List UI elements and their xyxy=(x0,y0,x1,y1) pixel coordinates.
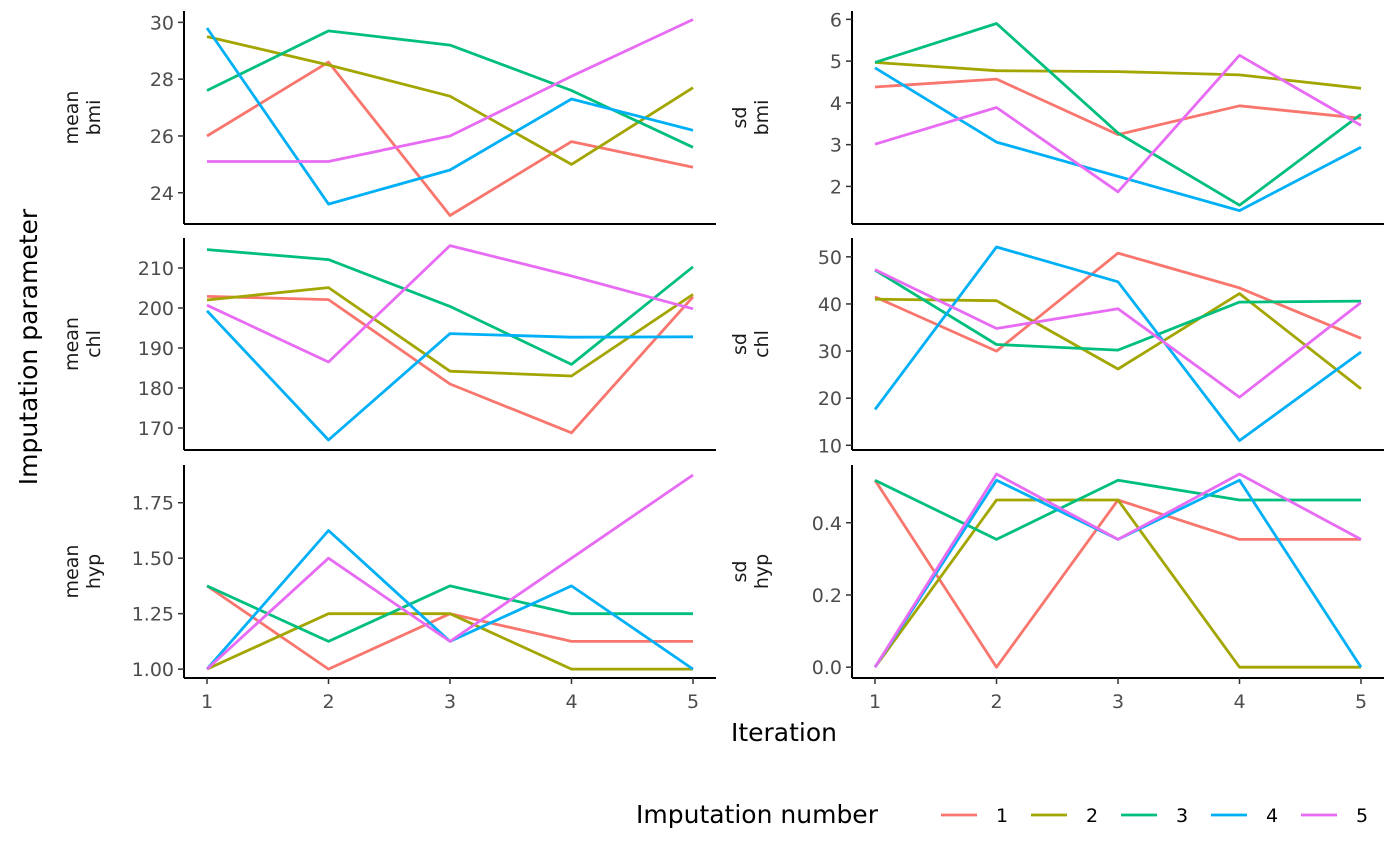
series-line-2 xyxy=(206,286,694,378)
x-tick-label: 1 xyxy=(201,691,213,713)
facet-label-variable: hyp xyxy=(751,554,773,589)
series-line-4 xyxy=(205,309,694,442)
facet-label-stat: sd xyxy=(729,561,751,583)
y-tick-label: 6 xyxy=(830,9,842,31)
y-tick-label: 30 xyxy=(150,12,174,34)
facet-label-stat: sd xyxy=(729,333,751,355)
y-tick-label: 1.75 xyxy=(132,493,174,515)
y-tick-label: 190 xyxy=(138,338,174,360)
y-tick-label: 2 xyxy=(830,176,842,198)
series-line-1 xyxy=(874,77,1362,137)
y-tick-label: 210 xyxy=(138,258,174,280)
legend-label-5: 5 xyxy=(1356,805,1368,827)
series-line-1 xyxy=(873,479,1361,669)
legend-item-3: 3 xyxy=(1121,805,1188,827)
series-line-5 xyxy=(873,472,1362,668)
x-tick-label: 5 xyxy=(1355,691,1367,713)
series-line-3 xyxy=(874,478,1361,541)
panel-sd-chl: 10 20 30 40 50 sd chl xyxy=(729,238,1384,457)
series-line-3 xyxy=(874,22,1362,207)
x-tick-label: 3 xyxy=(444,691,456,713)
panel-mean-bmi: 24 26 28 30 mean bmi xyxy=(61,11,716,225)
legend-item-4: 4 xyxy=(1211,805,1278,827)
y-tick-label: 20 xyxy=(818,388,842,410)
y-tick-label: 200 xyxy=(138,298,174,320)
x-tick-label: 3 xyxy=(1112,691,1124,713)
facet-label-variable: chl xyxy=(83,330,105,358)
facet-label-variable: bmi xyxy=(83,100,105,136)
y-axis-title: Imputation parameter xyxy=(14,208,43,485)
legend-title: Imputation number xyxy=(636,800,879,829)
y-tick-label: 1.25 xyxy=(132,604,174,626)
x-tick-label: 2 xyxy=(322,691,334,713)
panel-sd-bmi: 2 3 4 5 6 sd bmi xyxy=(729,9,1384,225)
legend-label-3: 3 xyxy=(1176,805,1188,827)
x-axis-title: Iteration xyxy=(731,718,837,747)
legend-label-4: 4 xyxy=(1266,805,1278,827)
x-tick-label: 1 xyxy=(869,691,881,713)
series-line-2 xyxy=(873,498,1361,669)
x-tick-label: 5 xyxy=(687,691,699,713)
series-line-5 xyxy=(206,244,694,364)
facet-label-stat: sd xyxy=(729,107,751,129)
series-line-2 xyxy=(206,35,694,166)
y-tick-label: 30 xyxy=(818,341,842,363)
x-tick-label: 4 xyxy=(565,691,577,713)
y-tick-label: 4 xyxy=(830,93,842,115)
y-tick-label: 170 xyxy=(138,418,174,440)
facet-label-stat: mean xyxy=(61,317,83,371)
y-tick-label: 0.0 xyxy=(812,657,842,679)
series-line-3 xyxy=(874,268,1362,352)
series-line-1 xyxy=(206,295,695,435)
series-line-4 xyxy=(873,245,1362,443)
y-tick-label: 24 xyxy=(150,183,174,205)
series-line-3 xyxy=(206,248,694,366)
legend-item-2: 2 xyxy=(1031,805,1098,827)
y-tick-label: 50 xyxy=(818,247,842,269)
facet-label-stat: mean xyxy=(61,545,83,599)
series-line-1 xyxy=(874,251,1362,353)
facet-label-variable: hyp xyxy=(83,554,105,589)
y-tick-label: 10 xyxy=(818,435,842,457)
legend-items: 1 2 3 4 5 xyxy=(941,805,1368,827)
y-tick-label: 40 xyxy=(818,294,842,316)
panel-sd-hyp: 0.0 0.2 0.4 1 2 3 4 5 sd hyp xyxy=(729,465,1384,713)
series-line-1 xyxy=(206,60,694,217)
x-tick-label: 4 xyxy=(1233,691,1245,713)
y-tick-label: 28 xyxy=(150,69,174,91)
panel-mean-chl: 170 180 190 200 210 mean chl xyxy=(61,238,716,451)
facet-label-variable: bmi xyxy=(751,100,773,136)
series-line-5 xyxy=(874,268,1362,399)
y-tick-label: 0.2 xyxy=(812,585,842,607)
y-tick-label: 1.50 xyxy=(132,548,174,570)
legend-item-5: 5 xyxy=(1301,805,1368,827)
series-line-4 xyxy=(873,478,1363,668)
series-line-4 xyxy=(205,27,694,206)
series-line-1 xyxy=(206,584,693,671)
facet-label-variable: chl xyxy=(751,330,773,358)
series-line-5 xyxy=(874,53,1362,194)
series-line-3 xyxy=(206,29,694,149)
y-tick-label: 180 xyxy=(138,378,174,400)
x-tick-label: 2 xyxy=(990,691,1002,713)
series-line-5 xyxy=(207,18,694,163)
series-line-2 xyxy=(206,612,693,671)
y-tick-label: 1.00 xyxy=(132,659,174,681)
legend-item-1: 1 xyxy=(941,805,1008,827)
legend: Imputation number 1 2 3 4 5 xyxy=(636,800,1368,829)
series-line-5 xyxy=(206,473,694,671)
legend-label-1: 1 xyxy=(996,805,1008,827)
panel-mean-hyp: 1.00 1.25 1.50 1.75 1 2 3 4 5 mean hyp xyxy=(61,465,716,713)
series-line-4 xyxy=(874,66,1362,213)
y-tick-label: 5 xyxy=(830,51,842,73)
series-line-4 xyxy=(205,529,694,671)
facet-label-stat: mean xyxy=(61,91,83,145)
y-tick-label: 0.4 xyxy=(812,513,842,535)
y-tick-label: 3 xyxy=(830,135,842,157)
legend-label-2: 2 xyxy=(1086,805,1098,827)
y-tick-label: 26 xyxy=(150,126,174,148)
